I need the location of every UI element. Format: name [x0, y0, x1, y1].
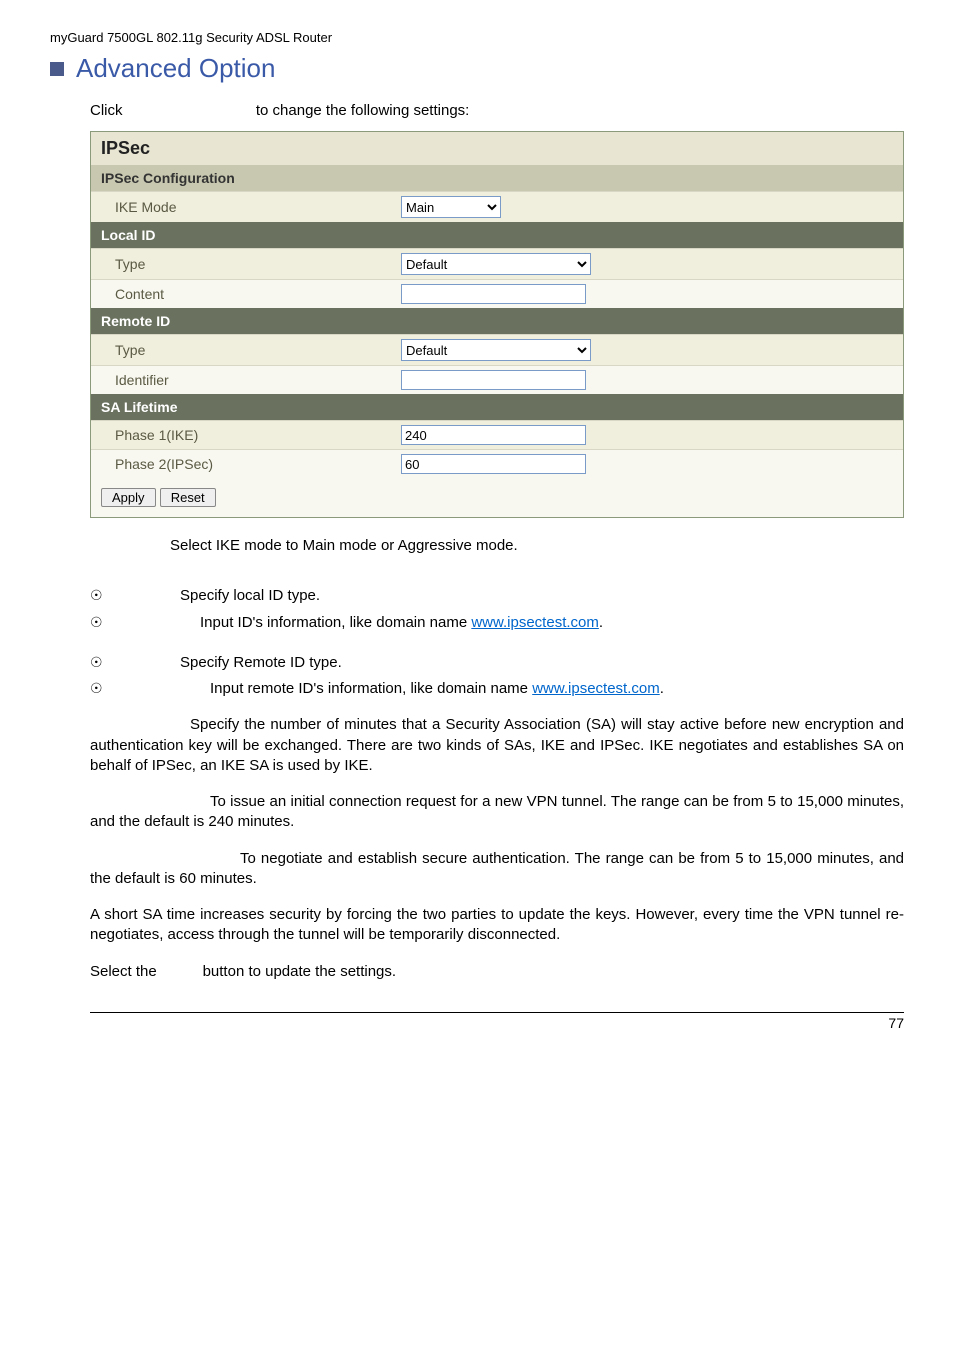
remote-identifier-label: Identifier: [101, 372, 401, 388]
phase2-para: To negotiate and establish secure authen…: [90, 849, 904, 890]
ipsec-panel: IPSec IPSec Configuration IKE Mode Main …: [90, 131, 904, 518]
remote-type-bullet: ☉ Specify Remote ID type.: [90, 653, 904, 673]
ike-desc: Select IKE mode to Main mode or Aggressi…: [170, 536, 904, 556]
local-content-row: Content: [91, 279, 903, 308]
footer: 77: [90, 1012, 904, 1031]
link-ipsectest2[interactable]: www.ipsectest.com: [532, 680, 660, 697]
local-type-text: Specify local ID type.: [180, 586, 320, 606]
sa-para: Specify the number of minutes that a Sec…: [90, 715, 904, 776]
phase2-row: Phase 2(IPSec): [91, 449, 903, 478]
remote-type-select[interactable]: Default: [401, 339, 591, 361]
reset-button[interactable]: Reset: [160, 488, 216, 507]
button-row: Apply Reset: [91, 478, 903, 517]
local-type-label: Type: [101, 256, 401, 272]
remote-identifier-text: Input remote ID's information, like doma…: [210, 679, 664, 699]
bullet-icon: ☉: [90, 679, 110, 699]
header-path: myGuard 7500GL 802.11g Security ADSL Rou…: [50, 30, 904, 45]
phase1-para: To issue an initial connection request f…: [90, 792, 904, 833]
local-content-label: Content: [101, 286, 401, 302]
intro-text: Click to change the following settings:: [90, 102, 904, 119]
remote-identifier-bullet: ☉ Input remote ID's information, like do…: [90, 679, 904, 699]
local-content-text: Input ID's information, like domain name…: [200, 613, 603, 633]
local-id-head: Local ID: [91, 222, 903, 248]
page-title: Advanced Option: [76, 53, 275, 84]
phase1-label: Phase 1(IKE): [101, 427, 401, 443]
link-ipsectest1[interactable]: www.ipsectest.com: [471, 614, 599, 631]
apply-button[interactable]: Apply: [101, 488, 156, 507]
ipsec-config-head: IPSec Configuration: [91, 165, 903, 191]
intro-suffix: to change the following settings:: [256, 102, 469, 119]
remote-type-label: Type: [101, 342, 401, 358]
panel-title: IPSec: [91, 132, 903, 165]
ike-mode-label: IKE Mode: [101, 199, 401, 215]
bullet-icon: ☉: [90, 586, 110, 606]
ike-mode-select[interactable]: Main: [401, 196, 501, 218]
phase2-input[interactable]: [401, 454, 586, 474]
local-type-row: Type Default: [91, 248, 903, 279]
bullet-icon: ☉: [90, 613, 110, 633]
phase2-label: Phase 2(IPSec): [101, 456, 401, 472]
title-bullet-icon: [50, 62, 64, 76]
local-content-input[interactable]: [401, 284, 586, 304]
intro-prefix: Click: [90, 102, 123, 119]
local-type-select[interactable]: Default: [401, 253, 591, 275]
remote-type-row: Type Default: [91, 334, 903, 365]
phase1-input[interactable]: [401, 425, 586, 445]
remote-type-text: Specify Remote ID type.: [180, 653, 342, 673]
ike-mode-row: IKE Mode Main: [91, 191, 903, 222]
bullet-icon: ☉: [90, 653, 110, 673]
remote-id-head: Remote ID: [91, 308, 903, 334]
page-number: 77: [888, 1015, 904, 1031]
phase1-row: Phase 1(IKE): [91, 420, 903, 449]
body-text: Select IKE mode to Main mode or Aggressi…: [90, 536, 904, 982]
apply-para: Select the button to update the settings…: [90, 962, 904, 982]
sa-lifetime-head: SA Lifetime: [91, 394, 903, 420]
remote-identifier-row: Identifier: [91, 365, 903, 394]
local-type-bullet: ☉ Specify local ID type.: [90, 586, 904, 606]
local-content-bullet: ☉ Input ID's information, like domain na…: [90, 613, 904, 633]
short-sa-para: A short SA time increases security by fo…: [90, 905, 904, 946]
title-row: Advanced Option: [50, 53, 904, 84]
remote-identifier-input[interactable]: [401, 370, 586, 390]
